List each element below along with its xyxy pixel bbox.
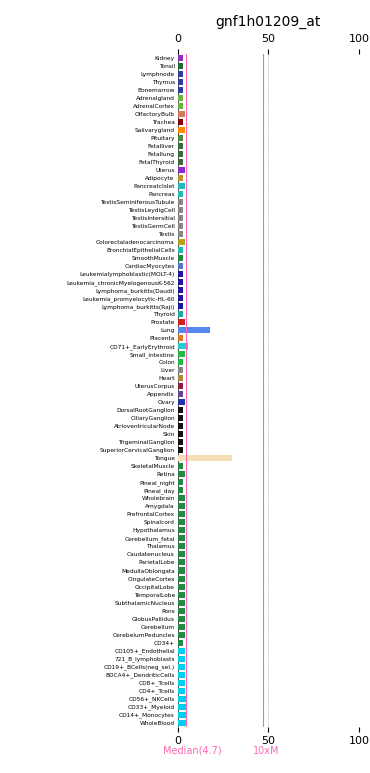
Bar	[178, 255, 183, 261]
Bar	[178, 632, 185, 638]
Bar	[178, 688, 185, 693]
Bar	[178, 495, 185, 502]
Bar	[178, 352, 185, 357]
Bar	[178, 527, 185, 533]
Bar	[178, 279, 183, 285]
Bar	[178, 584, 185, 590]
Bar	[178, 512, 185, 517]
Title: gnf1h01209_at: gnf1h01209_at	[216, 15, 321, 29]
Bar	[178, 215, 183, 221]
Bar	[178, 720, 187, 726]
Bar	[178, 191, 183, 197]
Bar	[178, 383, 183, 390]
Bar	[178, 560, 185, 566]
Bar	[178, 223, 183, 230]
Text: Median(4.7): Median(4.7)	[163, 746, 222, 756]
Bar	[178, 103, 183, 109]
Bar	[178, 152, 183, 157]
Bar	[178, 55, 183, 61]
Bar	[178, 247, 183, 254]
Bar	[178, 615, 185, 621]
Bar	[178, 639, 183, 645]
Bar	[178, 63, 183, 69]
Bar	[178, 71, 183, 77]
Bar	[178, 391, 183, 397]
Bar	[178, 240, 185, 245]
Bar	[178, 95, 183, 101]
Bar	[178, 143, 183, 149]
Bar	[178, 128, 185, 133]
Bar	[178, 488, 183, 493]
Bar	[178, 624, 185, 629]
Bar	[178, 343, 188, 349]
Bar	[178, 175, 183, 181]
Bar	[178, 207, 183, 213]
Bar	[178, 400, 185, 405]
Bar	[178, 159, 183, 165]
Bar	[178, 672, 185, 678]
Bar	[178, 567, 185, 574]
Bar	[178, 656, 185, 662]
Bar	[178, 696, 187, 702]
Bar	[178, 663, 185, 669]
Bar	[178, 376, 183, 381]
Bar	[178, 303, 183, 309]
Bar	[178, 111, 185, 117]
Bar	[178, 472, 185, 478]
Bar	[178, 119, 183, 125]
Bar	[178, 608, 185, 614]
Bar	[178, 712, 187, 717]
Bar	[178, 479, 183, 485]
Bar	[178, 455, 232, 461]
Bar	[178, 199, 183, 205]
Bar	[178, 231, 183, 237]
Bar	[178, 424, 183, 429]
Bar	[178, 359, 183, 366]
Bar	[178, 543, 185, 550]
Bar	[178, 183, 185, 189]
Bar	[178, 264, 183, 269]
Bar	[178, 79, 183, 85]
Bar	[178, 576, 185, 581]
Bar	[178, 591, 185, 598]
Bar	[178, 167, 185, 173]
Bar	[178, 407, 183, 414]
Bar	[178, 319, 185, 325]
Bar	[178, 327, 210, 333]
Bar	[178, 135, 183, 141]
Bar	[178, 312, 183, 317]
Bar	[178, 335, 183, 342]
Bar	[178, 439, 183, 445]
Bar	[178, 551, 185, 557]
Bar	[178, 288, 183, 293]
Bar	[178, 648, 185, 653]
Bar	[178, 464, 183, 469]
Bar	[178, 600, 185, 605]
Bar	[178, 295, 183, 301]
Bar	[178, 679, 185, 686]
Bar	[178, 271, 183, 278]
Bar	[178, 415, 183, 421]
Bar	[178, 703, 187, 710]
Text: 10xM: 10xM	[253, 746, 280, 756]
Bar	[178, 367, 183, 373]
Bar	[178, 536, 185, 541]
Bar	[178, 503, 185, 509]
Bar	[178, 431, 183, 438]
Bar	[178, 448, 183, 454]
Bar	[178, 87, 183, 93]
Bar	[178, 519, 185, 526]
